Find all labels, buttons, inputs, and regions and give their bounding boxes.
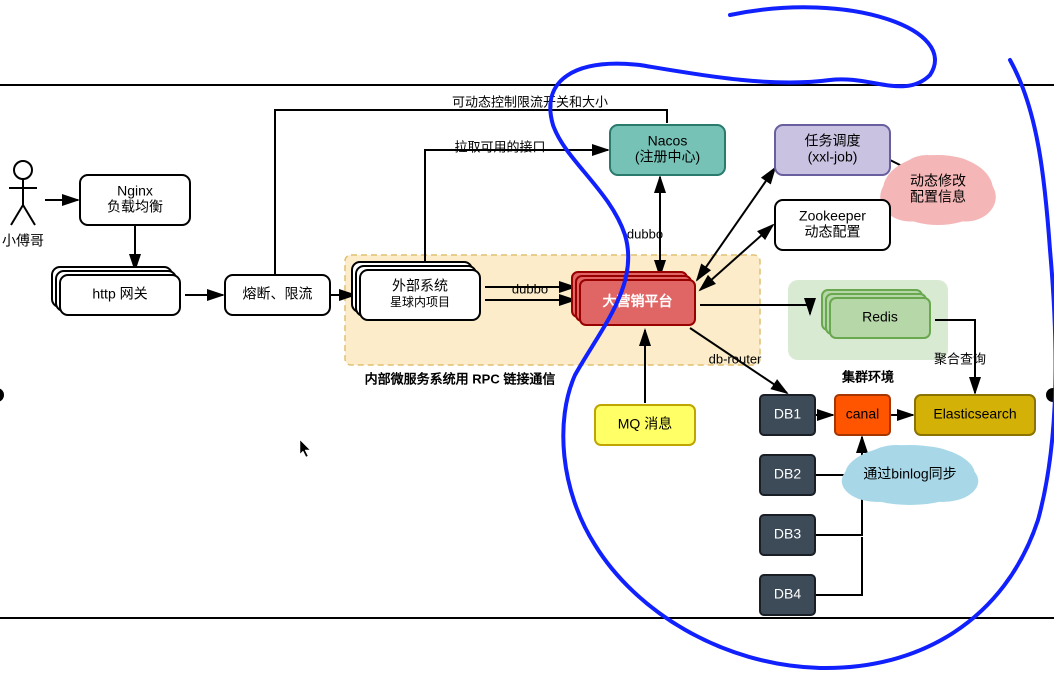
node-label: DB1 — [774, 406, 801, 422]
node-label: 星球内项目 — [390, 295, 450, 309]
group-title-redis_cluster: 集群环境 — [841, 369, 894, 384]
node-canal: canal — [835, 395, 890, 435]
label-dubbo2: dubbo — [627, 226, 663, 241]
node-label: canal — [846, 406, 879, 422]
node-external_sys: 外部系统星球内项目 — [352, 262, 480, 320]
node-db4: DB4 — [760, 575, 815, 615]
cloud-label: 通过binlog同步 — [863, 466, 956, 482]
node-label: Nacos — [648, 133, 688, 149]
node-label: 熔断、限流 — [243, 286, 313, 302]
node-label: DB3 — [774, 526, 801, 542]
node-label: MQ 消息 — [618, 416, 672, 432]
node-label: 任务调度 — [805, 133, 861, 149]
node-db3: DB3 — [760, 515, 815, 555]
node-marketing: 大营销平台 — [572, 272, 695, 325]
label-db_router: db-router — [709, 351, 762, 366]
node-elasticsearch: Elasticsearch — [915, 395, 1035, 435]
node-redis: Redis — [822, 290, 930, 338]
node-scheduler: 任务调度(xxl-job) — [775, 125, 890, 175]
edge-db4-canal — [815, 537, 862, 595]
edge-circuit-nacos — [275, 110, 667, 275]
node-label: 外部系统 — [392, 278, 448, 294]
node-label: http 网关 — [92, 286, 147, 302]
cloud-dyn_config: 动态修改配置信息 — [880, 155, 996, 225]
actor-label: 小傅哥 — [2, 233, 44, 249]
node-nginx: Nginx负载均衡 — [80, 175, 190, 225]
label-dubbo1: dubbo — [512, 281, 548, 296]
cloud-label: 动态修改 — [910, 173, 966, 189]
cloud-label: 配置信息 — [910, 189, 966, 205]
node-label: DB4 — [774, 586, 801, 602]
node-label: Redis — [862, 309, 898, 325]
node-label: (xxl-job) — [808, 149, 858, 165]
node-label: 动态配置 — [805, 224, 861, 240]
node-label: DB2 — [774, 466, 801, 482]
node-label: Elasticsearch — [933, 406, 1016, 422]
group-title-rpc_cluster: 内部微服务系统用 RPC 链接通信 — [365, 371, 556, 386]
node-nacos: Nacos(注册中心) — [610, 125, 725, 175]
cursor-icon — [300, 440, 310, 457]
label-agg_query: 聚合查询 — [934, 351, 986, 366]
node-zookeeper: Zookeeper动态配置 — [775, 200, 890, 250]
label-pull_api: 拉取可用的接口 — [454, 139, 545, 154]
node-label: 负载均衡 — [107, 199, 163, 215]
label-rate_limit_ctrl: 可动态控制限流开关和大小 — [452, 94, 608, 109]
node-label: (注册中心) — [635, 149, 700, 165]
node-db2: DB2 — [760, 455, 815, 495]
node-label: Nginx — [117, 183, 153, 199]
node-label: Zookeeper — [799, 208, 866, 224]
node-db1: DB1 — [760, 395, 815, 435]
node-mq: MQ 消息 — [595, 405, 695, 445]
node-circuit: 熔断、限流 — [225, 275, 330, 315]
actor-user: 小傅哥 — [2, 161, 44, 249]
node-http_gateway: http 网关 — [52, 267, 180, 315]
architecture-diagram: 内部微服务系统用 RPC 链接通信 集群环境 动态修改配置信息通过binlog同步… — [0, 0, 1054, 681]
